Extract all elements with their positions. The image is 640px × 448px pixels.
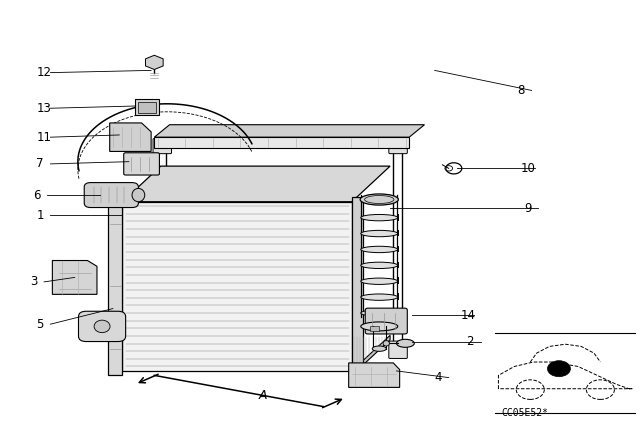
FancyBboxPatch shape bbox=[79, 311, 125, 341]
Text: 8: 8 bbox=[518, 84, 525, 97]
Text: 1: 1 bbox=[36, 209, 44, 222]
Circle shape bbox=[547, 361, 570, 377]
Ellipse shape bbox=[383, 340, 390, 346]
Ellipse shape bbox=[94, 320, 110, 332]
Polygon shape bbox=[154, 137, 409, 148]
Text: 9: 9 bbox=[524, 202, 531, 215]
Polygon shape bbox=[154, 125, 424, 137]
FancyBboxPatch shape bbox=[389, 138, 407, 154]
Polygon shape bbox=[108, 197, 122, 375]
Ellipse shape bbox=[361, 215, 397, 221]
Ellipse shape bbox=[361, 294, 397, 300]
Polygon shape bbox=[352, 197, 364, 375]
FancyBboxPatch shape bbox=[365, 308, 407, 334]
FancyBboxPatch shape bbox=[153, 138, 172, 154]
Text: 5: 5 bbox=[36, 318, 44, 331]
Text: 14: 14 bbox=[460, 309, 475, 322]
Text: A: A bbox=[259, 389, 267, 402]
Text: 2: 2 bbox=[467, 336, 474, 349]
FancyBboxPatch shape bbox=[84, 183, 138, 207]
Polygon shape bbox=[352, 335, 390, 375]
Ellipse shape bbox=[132, 188, 145, 202]
Bar bbox=[138, 102, 156, 113]
Ellipse shape bbox=[361, 278, 397, 284]
Polygon shape bbox=[349, 363, 399, 388]
Ellipse shape bbox=[361, 310, 397, 316]
Ellipse shape bbox=[360, 194, 398, 205]
FancyBboxPatch shape bbox=[389, 341, 407, 358]
Polygon shape bbox=[52, 260, 97, 294]
FancyBboxPatch shape bbox=[124, 153, 159, 175]
Polygon shape bbox=[122, 166, 390, 202]
Text: 4: 4 bbox=[435, 371, 442, 384]
Text: 12: 12 bbox=[36, 66, 51, 79]
Ellipse shape bbox=[396, 339, 414, 347]
Ellipse shape bbox=[372, 346, 387, 351]
Text: 11: 11 bbox=[36, 131, 51, 144]
Bar bbox=[135, 99, 159, 116]
Text: 3: 3 bbox=[30, 276, 37, 289]
Text: 13: 13 bbox=[36, 102, 51, 115]
Ellipse shape bbox=[361, 322, 397, 331]
Ellipse shape bbox=[361, 262, 397, 268]
Text: CC05E52*: CC05E52* bbox=[502, 408, 548, 418]
Text: 6: 6 bbox=[33, 189, 41, 202]
Polygon shape bbox=[109, 123, 151, 151]
FancyBboxPatch shape bbox=[153, 341, 172, 358]
Text: 7: 7 bbox=[36, 157, 44, 170]
Bar bbox=[370, 327, 380, 331]
Ellipse shape bbox=[361, 230, 397, 237]
Ellipse shape bbox=[361, 246, 397, 253]
Polygon shape bbox=[122, 202, 352, 371]
Text: 10: 10 bbox=[521, 162, 536, 175]
